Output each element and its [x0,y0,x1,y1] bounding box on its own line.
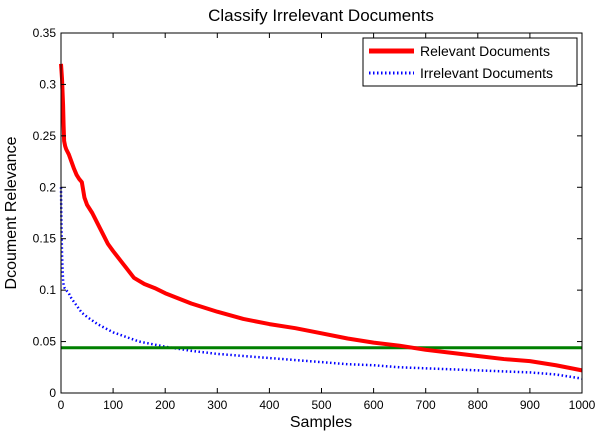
y-tick-label: 0.2 [39,180,56,194]
y-tick-label: 0.25 [33,129,57,143]
legend: Relevant Documents Irrelevant Documents [362,37,578,87]
x-tick-label: 700 [416,398,436,412]
y-tick-label: 0.1 [39,283,56,297]
x-tick-label: 0 [58,398,65,412]
y-axis-title: Dcoument Relevance [3,136,20,289]
series-line-relevant-documents [59,63,583,373]
plot-frame [60,32,583,394]
x-tick-label: 100 [103,398,123,412]
x-tick-label: 300 [207,398,227,412]
legend-label-relevant: Relevant Documents [420,43,550,59]
chart-title: Classify Irrelevant Documents [208,6,434,25]
axis-ticks: 0 100 200 300 400 500 600 700 800 900 1000 0 0.05 0.1… [33,26,596,412]
x-tick-label: 800 [468,398,488,412]
x-axis-title: Samples [290,414,352,431]
y-tick-label: 0 [49,386,56,400]
legend-box [362,37,578,87]
x-tick-label: 600 [364,398,384,412]
x-tick-label: 900 [520,398,540,412]
plot-area [59,63,583,380]
y-tick-label: 0.3 [39,77,56,91]
y-tick-label: 0.15 [33,232,57,246]
legend-label-irrelevant: Irrelevant Documents [420,65,553,81]
series-line-irrelevant-documents [59,187,583,380]
x-tick-label: 200 [155,398,175,412]
x-tick-label: 1000 [569,398,596,412]
y-tick-label: 0.35 [33,26,57,40]
x-tick-label: 400 [259,398,279,412]
y-tick-label: 0.05 [33,335,57,349]
x-tick-label: 500 [311,398,331,412]
